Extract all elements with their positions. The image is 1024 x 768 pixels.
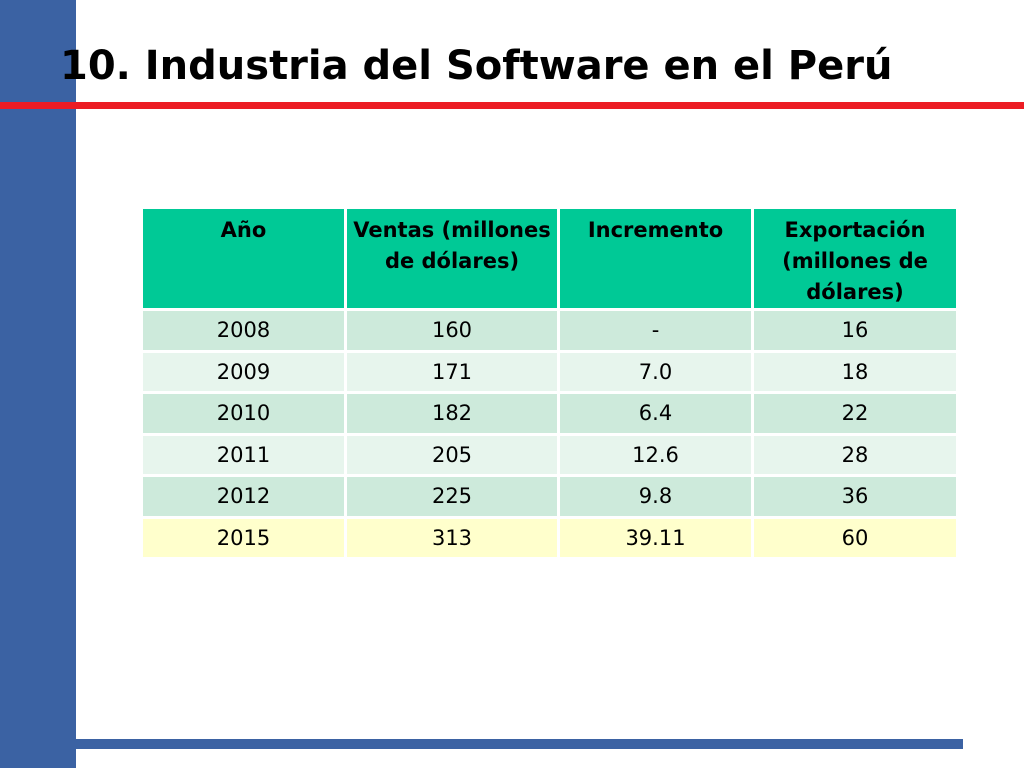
cell-exports: 28: [751, 432, 959, 477]
footer-rule: [76, 739, 963, 749]
cell-year: 2015: [140, 515, 347, 560]
cell-exports: 18: [751, 349, 959, 394]
cell-increase: 6.4: [557, 391, 754, 436]
cell-sales: 205: [344, 432, 560, 477]
table-header-row: Año Ventas (millones de dólares) Increme…: [140, 206, 959, 311]
header-increase: Incremento: [557, 206, 754, 311]
cell-year: 2009: [140, 349, 347, 394]
cell-sales: 171: [344, 349, 560, 394]
table-row: 2012 225 9.8 36: [140, 474, 959, 519]
header-exports: Exportación (millones de dólares): [751, 206, 959, 311]
table-row: 2008 160 - 16: [140, 308, 959, 353]
cell-increase: 9.8: [557, 474, 754, 519]
title-underline-rule: [0, 102, 1024, 109]
cell-sales: 160: [344, 308, 560, 353]
cell-exports: 16: [751, 308, 959, 353]
slide-title: 10. Industria del Software en el Perú: [60, 43, 893, 89]
table-row: 2009 171 7.0 18: [140, 349, 959, 394]
left-accent-bar: [0, 0, 76, 768]
software-industry-table: Año Ventas (millones de dólares) Increme…: [140, 206, 959, 560]
cell-increase: 39.11: [557, 515, 754, 560]
cell-exports: 22: [751, 391, 959, 436]
table-row: 2011 205 12.6 28: [140, 432, 959, 477]
cell-sales: 313: [344, 515, 560, 560]
cell-increase: -: [557, 308, 754, 353]
cell-exports: 36: [751, 474, 959, 519]
cell-year: 2011: [140, 432, 347, 477]
header-year: Año: [140, 206, 347, 311]
cell-year: 2010: [140, 391, 347, 436]
cell-year: 2008: [140, 308, 347, 353]
header-sales: Ventas (millones de dólares): [344, 206, 560, 311]
table-row: 2010 182 6.4 22: [140, 391, 959, 436]
table-row-highlighted: 2015 313 39.11 60: [140, 515, 959, 560]
cell-increase: 7.0: [557, 349, 754, 394]
cell-exports: 60: [751, 515, 959, 560]
cell-year: 2012: [140, 474, 347, 519]
cell-sales: 182: [344, 391, 560, 436]
cell-sales: 225: [344, 474, 560, 519]
cell-increase: 12.6: [557, 432, 754, 477]
